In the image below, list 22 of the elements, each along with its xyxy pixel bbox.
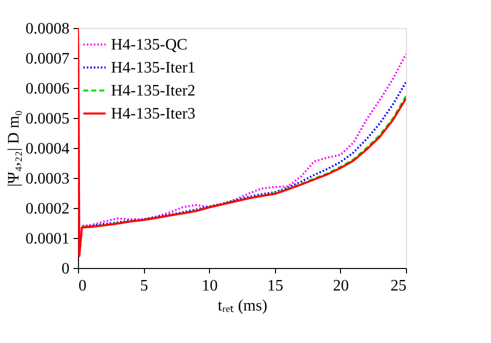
line-series [78,28,406,257]
y-tick-label: 0.0003 [26,170,70,188]
y-tick-label: 0.0002 [26,200,70,218]
x-tick-label: 20 [332,278,349,294]
y-tick-label: 0.0008 [26,20,70,38]
legend-label: H4-135-QC [111,36,188,54]
x-axis-title: tᵣₑₜ (ms) [218,298,268,314]
x-tick-label: 10 [202,278,218,294]
y-tick-label: 0 [62,260,70,278]
y-tick-label: 0.0001 [26,230,70,248]
legend-label: H4-135-Iter1 [111,60,196,76]
x-tick-label: 0 [78,278,86,294]
y-tick-label: 0.0006 [26,80,70,98]
y-tick-label: 0.0004 [26,140,70,158]
legend-label: H4-135-Iter3 [111,106,196,122]
x-tick-label: 25 [390,278,406,294]
y-tick-label: 0.0007 [26,50,70,68]
x-tick-label: 5 [140,278,148,294]
x-tick-label: 15 [267,278,284,294]
y-axis-title: |Ψ₄,₂₂| D m₀ [6,110,22,187]
y-tick-label: 0.0005 [26,110,70,128]
legend-label: H4-135-Iter2 [111,82,196,100]
